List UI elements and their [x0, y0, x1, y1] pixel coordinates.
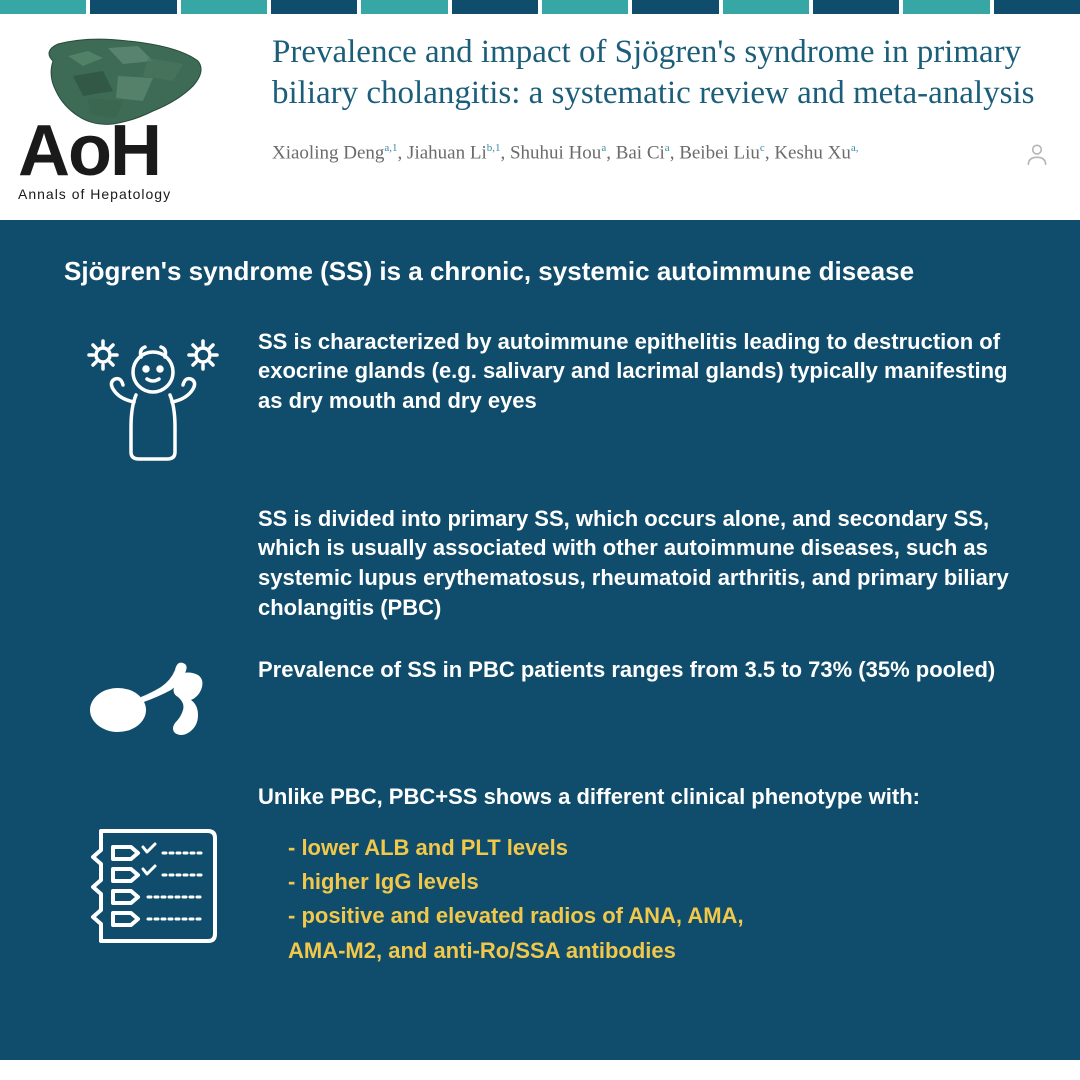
content-row-3: Prevalence of SS in PBC patients ranges …	[48, 655, 1032, 750]
person-icon	[1024, 141, 1050, 167]
checklist-icon	[83, 819, 223, 949]
paragraph-1: SS is characterized by autoimmune epithe…	[258, 327, 1032, 416]
authors-list: Xiaoling Denga,1, Jiahuan Lib,1, Shuhui …	[272, 142, 1014, 164]
immune-person-icon	[81, 327, 226, 472]
paragraph-2: SS is divided into primary SS, which occ…	[258, 504, 1032, 623]
paragraph-4: Unlike PBC, PBC+SS shows a different cli…	[258, 782, 1032, 812]
body-heading: Sjögren's syndrome (SS) is a chronic, sy…	[64, 256, 1032, 287]
content-row-2: SS is divided into primary SS, which occ…	[48, 504, 1032, 623]
logo-text: AoH	[18, 119, 248, 184]
highlight-list: - lower ALB and PLT levels- higher IgG l…	[258, 831, 1032, 967]
content-row-4: Unlike PBC, PBC+SS shows a different cli…	[48, 782, 1032, 812]
paragraph-3: Prevalence of SS in PBC patients ranges …	[258, 655, 1032, 685]
content-row-1: SS is characterized by autoimmune epithe…	[48, 327, 1032, 472]
article-header: AoH Annals of Hepatology Prevalence and …	[0, 14, 1080, 220]
content-row-5: - lower ALB and PLT levels- higher IgG l…	[48, 819, 1032, 967]
gallbladder-icon	[83, 655, 223, 750]
journal-logo: AoH Annals of Hepatology	[18, 32, 248, 202]
article-title: Prevalence and impact of Sjögren's syndr…	[272, 32, 1050, 115]
logo-subtitle: Annals of Hepatology	[18, 186, 248, 202]
title-block: Prevalence and impact of Sjögren's syndr…	[272, 32, 1050, 167]
authors-row: Xiaoling Denga,1, Jiahuan Lib,1, Shuhui …	[272, 141, 1050, 167]
decorative-top-border	[0, 0, 1080, 14]
body-panel: Sjögren's syndrome (SS) is a chronic, sy…	[0, 220, 1080, 1060]
